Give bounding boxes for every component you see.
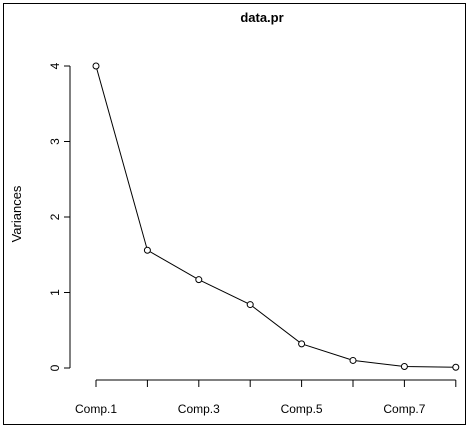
y-tick-label: 4 — [48, 62, 62, 69]
data-point-comp-3 — [195, 276, 203, 284]
x-tick-label: Comp.5 — [281, 402, 323, 416]
variance-line — [95, 65, 456, 368]
data-point-comp-6 — [349, 356, 357, 364]
x-tick-label: Comp.3 — [178, 402, 220, 416]
x-tick-label: Comp.1 — [75, 402, 117, 416]
x-tick-label: Comp.7 — [383, 402, 425, 416]
data-point-comp-2 — [143, 246, 151, 254]
y-tick-label: 0 — [48, 364, 62, 371]
data-point-comp-4 — [246, 301, 254, 309]
y-axis-title: Variances — [9, 185, 24, 242]
data-point-comp-5 — [298, 340, 306, 348]
chart-title: data.pr — [240, 10, 283, 25]
y-axis: 0 1 2 3 4 — [48, 62, 71, 371]
data-point-comp-8 — [452, 363, 460, 371]
y-tick-label: 3 — [48, 138, 62, 145]
data-point-comp-1 — [92, 62, 100, 70]
variance-series — [92, 62, 460, 371]
data-point-comp-7 — [400, 362, 408, 370]
y-tick-label: 1 — [48, 289, 62, 296]
y-tick-label: 2 — [48, 213, 62, 220]
plot-frame — [3, 3, 466, 425]
x-axis: Comp.1 Comp.3 Comp.5 Comp.7 — [75, 379, 457, 416]
